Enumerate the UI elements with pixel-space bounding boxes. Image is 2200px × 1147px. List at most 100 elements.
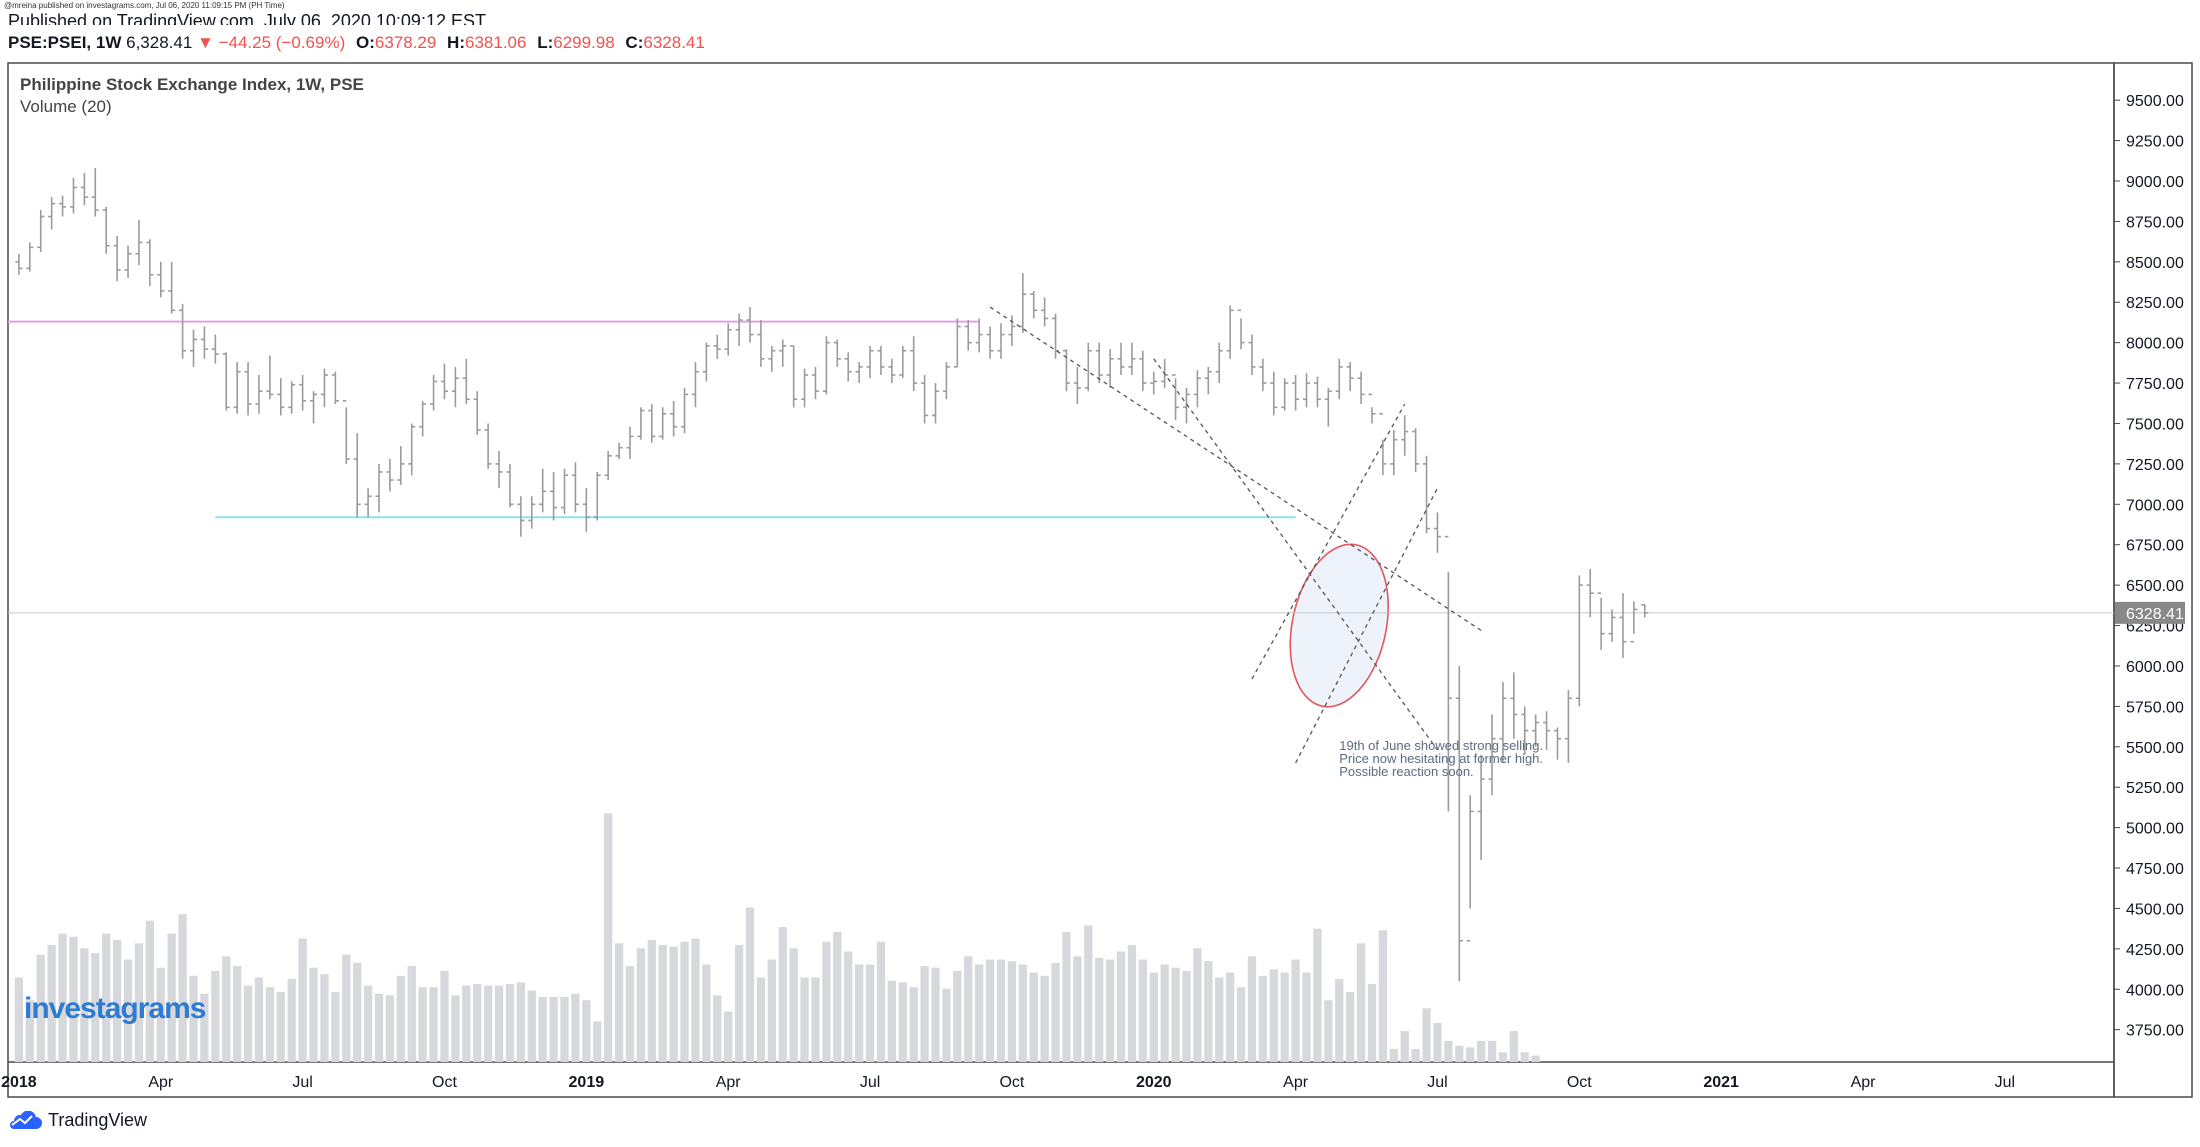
trendline-upper[interactable] <box>989 306 1482 631</box>
volume-bar <box>625 966 635 1062</box>
channel-line-2[interactable] <box>1295 487 1439 764</box>
y-tick-label: 7750.00 <box>2126 376 2184 393</box>
price-change: ▼ −44.25 (−0.69%) <box>197 33 346 52</box>
volume-bar <box>647 940 656 1062</box>
volume-bar <box>134 943 144 1062</box>
y-tick-label: 5250.00 <box>2126 780 2184 797</box>
volume-bar <box>1193 948 1202 1062</box>
volume-bar <box>778 927 787 1062</box>
volume-bar <box>36 954 45 1062</box>
x-tick-label: Apr <box>148 1074 174 1091</box>
trendline-lower[interactable] <box>1153 358 1438 751</box>
last-price-badge-label: 6328.41 <box>2126 606 2184 623</box>
volume-bar <box>25 1000 34 1062</box>
volume-bar <box>298 938 307 1062</box>
x-tick-label: Apr <box>1283 1074 1309 1091</box>
y-tick-label: 8500.00 <box>2126 255 2184 272</box>
volume-bar <box>1171 967 1180 1062</box>
volume-bar <box>1455 1045 1464 1062</box>
volume-bar <box>1356 943 1366 1062</box>
volume-bar <box>1476 1040 1486 1062</box>
volume-bar <box>112 940 122 1062</box>
volume-bar <box>462 985 471 1062</box>
volume-bar <box>1509 1031 1518 1062</box>
volume-bar <box>1127 944 1137 1062</box>
volume-bar <box>1520 1052 1529 1062</box>
volume-bar <box>1367 983 1377 1062</box>
volume-bar <box>1324 1000 1333 1062</box>
x-tick-label: 2019 <box>569 1074 605 1091</box>
volume-bar <box>1433 1022 1442 1062</box>
volume-bar <box>1160 964 1169 1062</box>
y-tick-label: 9250.00 <box>2126 134 2184 151</box>
volume-bar <box>516 982 526 1062</box>
open-value: 6378.29 <box>374 33 437 52</box>
high-value: 6381.06 <box>465 33 527 52</box>
volume-bar <box>745 907 755 1062</box>
volume-bar <box>1280 972 1289 1062</box>
volume-bar <box>964 956 973 1062</box>
x-tick-label: 2021 <box>1703 1074 1739 1091</box>
volume-bar <box>1029 972 1038 1062</box>
price-axis-frame <box>2113 62 2193 1098</box>
volume-bar <box>669 946 678 1062</box>
y-tick-label: 9500.00 <box>2126 93 2184 110</box>
y-tick-label: 7500.00 <box>2126 416 2184 433</box>
x-tick-label: Oct <box>999 1074 1024 1091</box>
x-tick-label: Apr <box>716 1074 742 1091</box>
volume-bar <box>494 985 504 1062</box>
volume-bar <box>582 1000 591 1062</box>
tradingview-brand[interactable]: TradingView <box>8 1110 147 1131</box>
volume-bar <box>1073 956 1082 1062</box>
volume-indicator-label: Volume (20) <box>20 97 112 116</box>
volume-bar <box>1313 928 1322 1062</box>
y-tick-label: 4750.00 <box>2126 861 2184 878</box>
x-tick-label: Jul <box>292 1074 312 1091</box>
volume-bar <box>167 933 176 1062</box>
volume-bar <box>614 943 624 1062</box>
volume-bar <box>156 967 165 1062</box>
volume-bar <box>931 967 940 1062</box>
volume-bar <box>844 951 853 1062</box>
x-tick-label: Oct <box>1567 1074 1592 1091</box>
volume-bar <box>702 964 711 1062</box>
volume-bar <box>1247 956 1257 1062</box>
last-price: 6,328.41 <box>126 33 193 52</box>
last-price-badge <box>2115 601 2185 624</box>
volume-bar <box>287 979 296 1062</box>
x-tick-label: Apr <box>1851 1074 1877 1091</box>
volume-bar <box>658 944 667 1062</box>
x-tick-label: Jul <box>860 1074 880 1091</box>
chart-title: Philippine Stock Exchange Index, 1W, PSE <box>20 75 364 94</box>
volume-bar <box>189 975 198 1062</box>
volume-bar <box>1444 1040 1453 1062</box>
volume-bar <box>898 982 907 1062</box>
volume-bar <box>243 985 253 1062</box>
y-tick-label: 3750.00 <box>2126 1023 2184 1040</box>
high-label: H: <box>447 33 465 52</box>
y-tick-label: 7000.00 <box>2126 497 2184 514</box>
x-tick-label: Jul <box>1427 1074 1447 1091</box>
volume-bar <box>975 964 984 1062</box>
volume-bar <box>145 920 155 1062</box>
volume-bar <box>1346 992 1355 1062</box>
highlight-ellipse[interactable] <box>1276 535 1402 716</box>
y-tick-label: 8000.00 <box>2126 336 2184 353</box>
low-value: 6299.98 <box>553 33 615 52</box>
volume-bar <box>407 966 416 1062</box>
volume-bar <box>527 990 536 1062</box>
volume-bar <box>560 996 569 1062</box>
volume-bar <box>211 970 220 1062</box>
close-value: 6328.41 <box>643 33 705 52</box>
volume-bar <box>69 936 78 1062</box>
annotation-note-line: 19th of June showed strong selling. <box>1339 738 1543 753</box>
volume-bar <box>734 944 744 1062</box>
volume-bar <box>1466 1047 1475 1062</box>
volume-bar <box>1084 925 1093 1062</box>
volume-bar <box>1116 951 1126 1062</box>
volume-bar <box>887 980 897 1062</box>
volume-bar <box>1018 964 1027 1062</box>
volume-bar <box>1182 970 1191 1062</box>
y-tick-label: 7250.00 <box>2126 457 2184 474</box>
